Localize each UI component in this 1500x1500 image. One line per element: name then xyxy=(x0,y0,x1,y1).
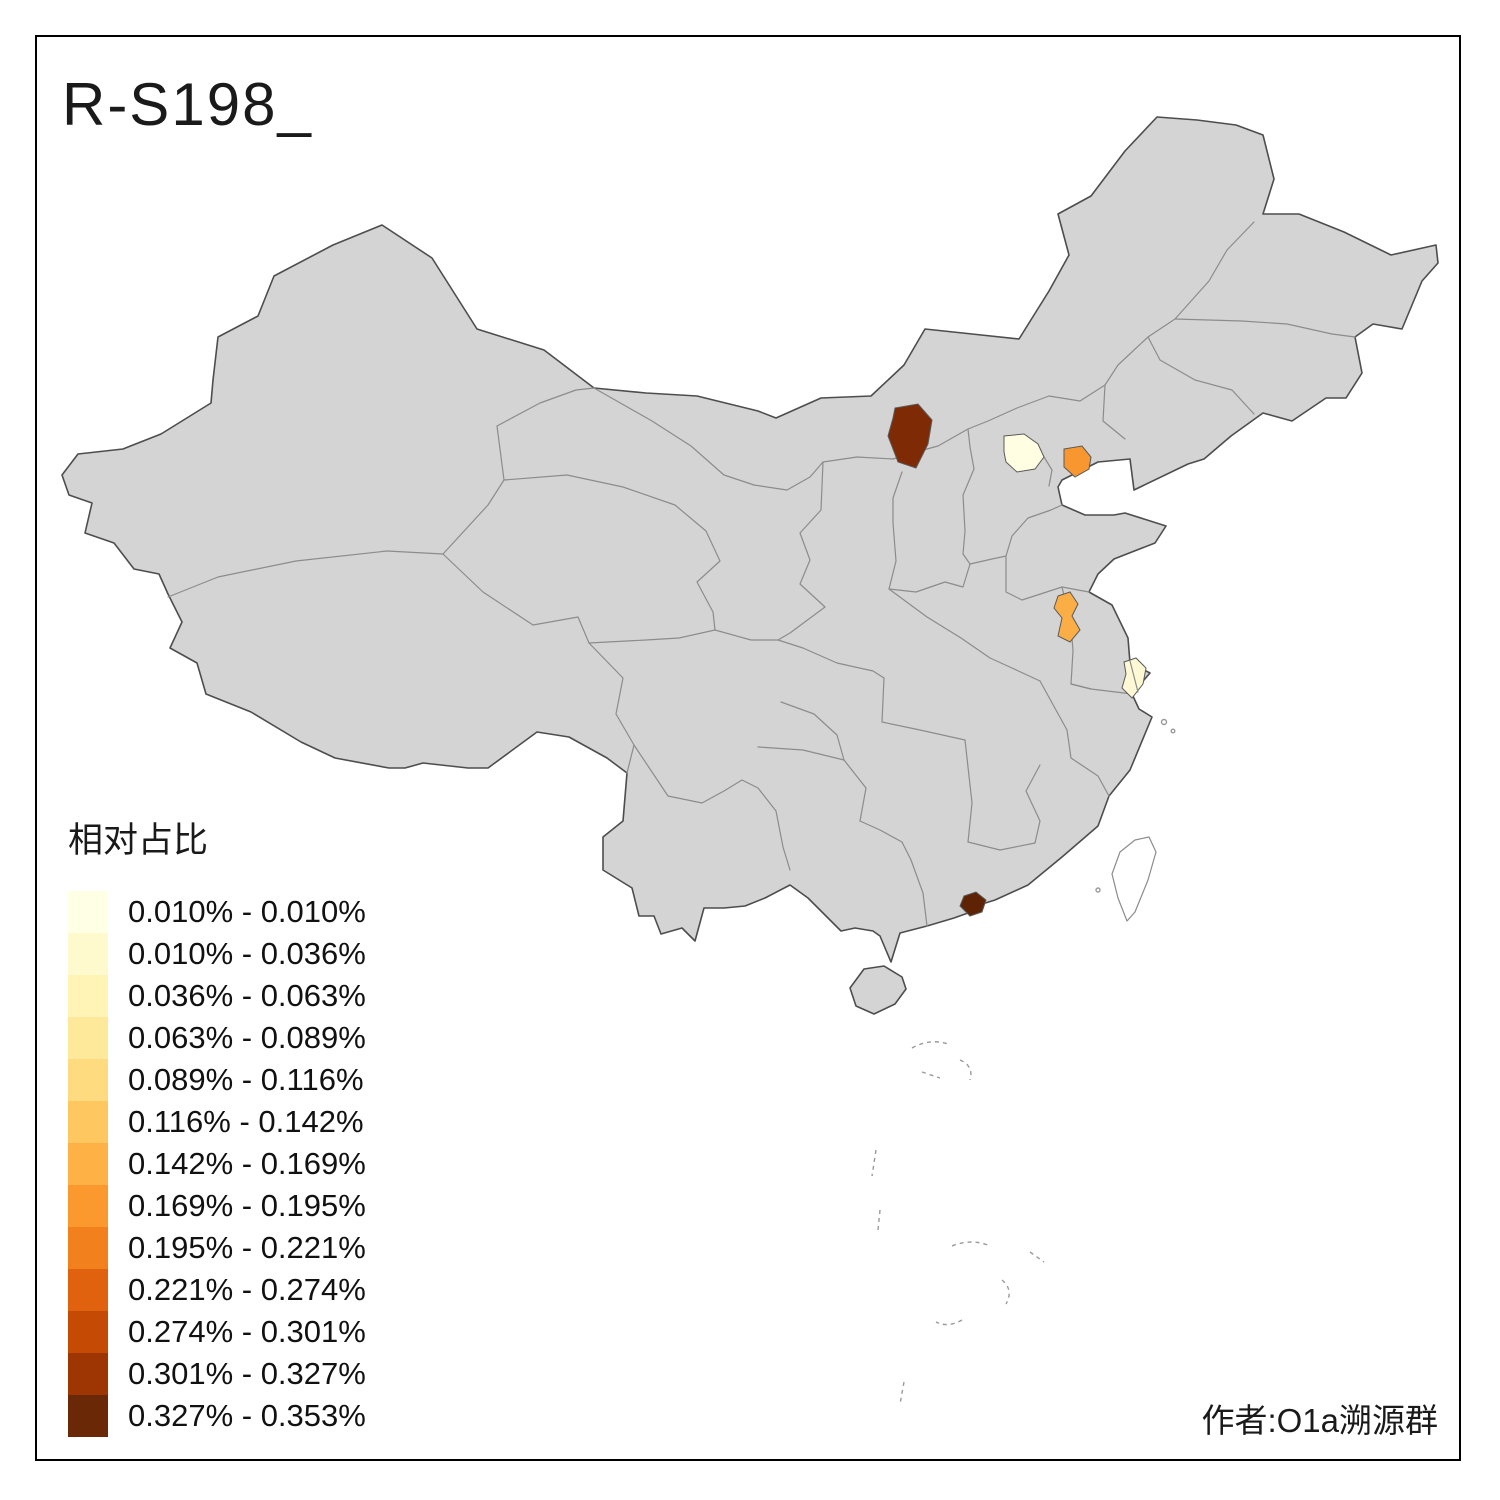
south-china-sea-islands xyxy=(871,718,1176,1405)
legend: 相对占比 0.010% - 0.010% 0.010% - 0.036% 0.0… xyxy=(68,812,366,1437)
legend-label: 0.169% - 0.195% xyxy=(128,1188,366,1223)
legend-swatch xyxy=(68,1017,108,1059)
legend-label: 0.327% - 0.353% xyxy=(128,1398,366,1433)
legend-item: 0.116% - 0.142% xyxy=(68,1101,366,1143)
legend-swatch xyxy=(68,1059,108,1101)
legend-item: 0.301% - 0.327% xyxy=(68,1353,366,1395)
legend-item: 0.036% - 0.063% xyxy=(68,975,366,1017)
legend-item: 0.274% - 0.301% xyxy=(68,1311,366,1353)
taiwan-island-shape xyxy=(1111,836,1157,922)
province-borders xyxy=(167,221,1356,927)
legend-title: 相对占比 xyxy=(68,821,209,860)
legend-swatch xyxy=(68,1311,108,1353)
region-tangshan xyxy=(1063,445,1092,478)
legend-swatch xyxy=(68,975,108,1017)
legend-label: 0.301% - 0.327% xyxy=(128,1356,366,1391)
region-shanghai-divider xyxy=(1129,660,1139,693)
legend-item: 0.063% - 0.089% xyxy=(68,1017,366,1059)
legend-item: 0.221% - 0.274% xyxy=(68,1269,366,1311)
legend-label: 0.274% - 0.301% xyxy=(128,1314,366,1349)
legend-swatch xyxy=(68,1101,108,1143)
legend-item: 0.195% - 0.221% xyxy=(68,1227,366,1269)
legend-label: 0.010% - 0.010% xyxy=(128,894,366,929)
legend-label: 0.221% - 0.274% xyxy=(128,1272,366,1307)
legend-label: 0.010% - 0.036% xyxy=(128,936,366,971)
legend-swatch xyxy=(68,933,108,975)
legend-label: 0.142% - 0.169% xyxy=(128,1146,366,1181)
legend-swatch xyxy=(68,1143,108,1185)
highlighted-regions xyxy=(887,403,1147,917)
legend-swatch xyxy=(68,1395,108,1437)
legend-swatch xyxy=(68,1269,108,1311)
legend-label: 0.036% - 0.063% xyxy=(128,978,366,1013)
legend-label: 0.116% - 0.142% xyxy=(128,1104,364,1139)
legend-swatch xyxy=(68,1227,108,1269)
legend-item: 0.169% - 0.195% xyxy=(68,1185,366,1227)
hainan-island-shape xyxy=(849,965,907,1015)
legend-swatch xyxy=(68,891,108,933)
region-western-inner-mongolia xyxy=(887,403,933,469)
legend-swatch xyxy=(68,1353,108,1395)
legend-label: 0.089% - 0.116% xyxy=(128,1062,364,1097)
legend-rows: 0.010% - 0.010% 0.010% - 0.036% 0.036% -… xyxy=(68,891,366,1437)
region-beijing xyxy=(1003,433,1045,473)
legend-item: 0.010% - 0.036% xyxy=(68,933,366,975)
page-title: R-S198_ xyxy=(62,71,313,138)
legend-label: 0.195% - 0.221% xyxy=(128,1230,366,1265)
attribution: 作者:O1a溯源群 xyxy=(1201,1402,1438,1439)
legend-item: 0.089% - 0.116% xyxy=(68,1059,366,1101)
china-mainland-shape xyxy=(61,116,1439,963)
region-central-jiangsu xyxy=(1053,591,1081,643)
legend-item: 0.010% - 0.010% xyxy=(68,891,366,933)
region-pearl-river-delta xyxy=(959,891,987,917)
legend-item: 0.142% - 0.169% xyxy=(68,1143,366,1185)
legend-swatch xyxy=(68,1185,108,1227)
legend-label: 0.063% - 0.089% xyxy=(128,1020,366,1055)
legend-item: 0.327% - 0.353% xyxy=(68,1395,366,1437)
